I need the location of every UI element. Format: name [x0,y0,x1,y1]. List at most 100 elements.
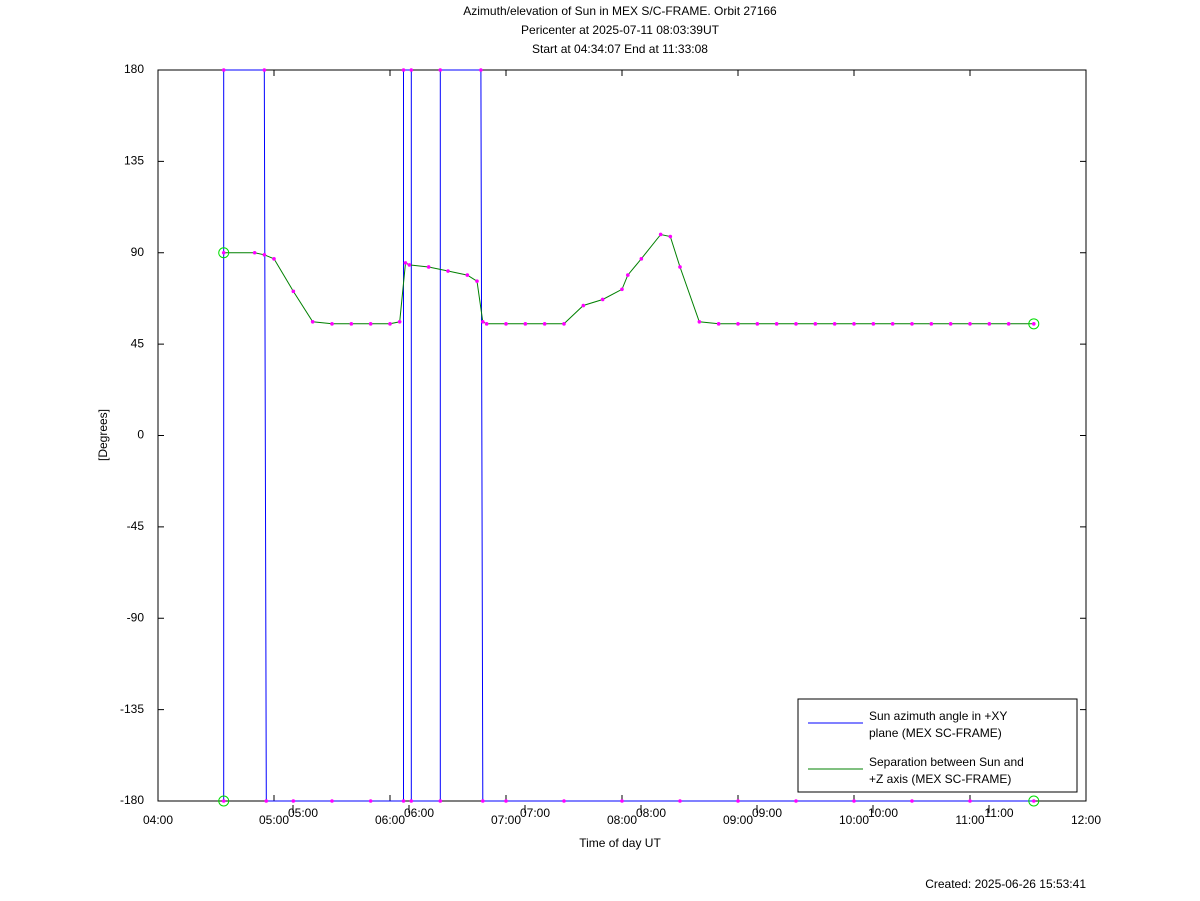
x-tick-label: 11:00 [955,813,984,827]
endpoint-marker [218,795,230,807]
x-secondary-label: 05:00 [288,806,318,820]
x-secondary-label: 08:00 [636,806,666,820]
x-secondary-label: 10:00 [868,806,898,820]
data-point [330,322,334,326]
data-point [397,319,402,324]
y-tick-label: 90 [131,245,145,259]
data-point [426,265,431,269]
data-point [968,799,972,803]
y-tick-label: 135 [124,154,144,168]
y-tick-label: 180 [124,62,144,76]
data-point [409,799,414,803]
x-tick-label: 10:00 [839,813,869,827]
data-point [987,322,992,326]
data-point [221,250,226,255]
data-point [910,799,914,803]
data-point [401,799,406,803]
data-point [291,799,296,803]
y-tick-label: 0 [137,428,144,442]
data-point [409,68,414,72]
data-point [504,799,508,803]
plot-frame [157,69,1087,802]
data-point [1006,322,1011,326]
data-point [852,799,856,803]
endpoint-marker [218,247,230,259]
x-tick-label: 06:00 [375,813,405,827]
data-point [438,68,443,72]
data-point [479,68,483,72]
x-axis-label: Time of day UT [579,836,661,850]
chart-subtitle: Pericenter at 2025-07-11 08:03:39UT [521,23,720,37]
data-point [929,322,934,326]
data-point [252,250,257,255]
data-point [968,322,972,326]
data-point [736,799,740,803]
data-point [484,322,489,326]
x-tick-label: 08:00 [607,813,637,827]
data-point [813,322,818,326]
endpoint-marker [1028,318,1040,330]
data-point [562,799,566,803]
data-point [438,799,443,803]
data-point [600,297,605,302]
y-tick-label: -135 [120,702,144,716]
chart-title: Azimuth/elevation of Sun in MEX S/C-FRAM… [463,4,777,18]
data-point [736,322,740,326]
data-point [562,322,566,326]
data-point [626,273,630,277]
data-point [465,273,470,277]
endpoint-marker [1028,795,1040,807]
y-tick-label: -45 [127,519,145,533]
data-point [403,261,408,265]
data-point [262,68,267,72]
data-point [475,279,479,283]
footnote: Created: 2025-06-26 15:53:41 [925,877,1086,891]
series-line [223,69,1034,802]
data-point [264,799,269,803]
x-secondary-label: 09:00 [752,806,782,820]
data-point [481,799,485,803]
data-point [542,322,547,326]
data-point [620,287,624,292]
data-point [349,322,354,326]
data-point [1032,799,1036,803]
y-tick-label: 45 [131,336,145,350]
x-tick-label: 04:00 [143,813,173,827]
data-point [407,263,412,267]
data-point [310,319,315,324]
data-point [272,257,276,261]
data-point [221,68,226,72]
legend-label: Separation between Sun and +Z axis (MEX … [869,755,1024,786]
data-point [291,289,296,294]
data-point [581,303,586,308]
data-point [871,322,876,326]
x-tick-label: 12:00 [1071,813,1101,827]
chart-subtitle: Start at 04:34:07 End at 11:33:08 [532,42,708,56]
data-point [794,799,798,803]
data-point [774,322,779,326]
y-axis-label: [Degrees] [96,409,110,461]
data-point [401,68,406,72]
data-point [221,799,226,803]
x-secondary-label: 07:00 [520,806,550,820]
data-point [639,257,644,261]
data-point [716,322,721,326]
legend-label: Sun azimuth angle in +XY plane (MEX SC-F… [869,709,1008,740]
data-point [368,322,373,326]
data-point [368,799,373,803]
data-point [1032,322,1036,326]
data-point [523,322,528,326]
x-tick-label: 07:00 [491,813,521,827]
data-point [794,322,798,326]
data-point [832,322,837,326]
data-point [388,322,392,326]
data-point [330,799,334,803]
x-secondary-label: 11:00 [984,806,1013,820]
data-point [262,252,267,257]
data-point [948,322,953,326]
series-line [223,233,1034,325]
y-tick-label: -90 [127,610,145,624]
data-point [446,269,450,273]
